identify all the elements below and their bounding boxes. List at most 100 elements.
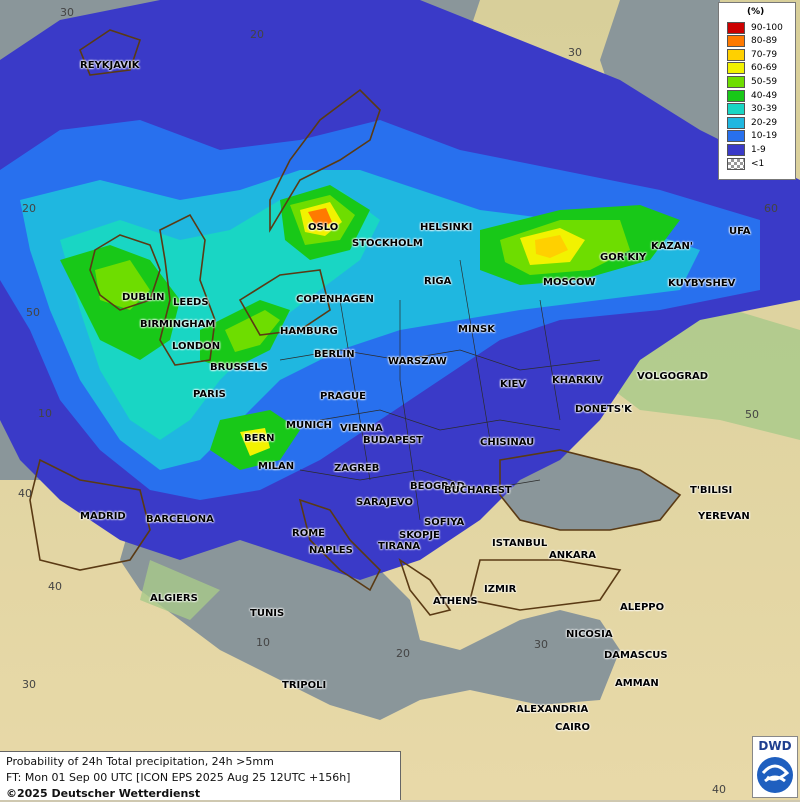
city-label: BERN: [244, 433, 275, 444]
legend-swatch: [727, 103, 745, 116]
legend-item: <1: [727, 157, 764, 170]
city-label: SARAJEVO: [356, 497, 413, 508]
legend-swatch: [727, 35, 745, 48]
grid-label: 40: [48, 580, 62, 593]
city-label: PRAGUE: [320, 391, 366, 402]
legend-item: 60-69: [727, 62, 777, 75]
city-label: ANKARA: [549, 550, 597, 561]
grid-label: 30: [568, 46, 582, 59]
city-label: ATHENS: [433, 596, 478, 607]
city-label: LONDON: [172, 341, 221, 352]
city-label: KAZAN': [651, 241, 693, 252]
grid-label: 20: [22, 202, 36, 215]
grid-label: 20: [250, 28, 264, 41]
city-label: AMMAN: [615, 678, 659, 689]
legend: (%) 90-100 80-89 70-79 60-69 50-59 40-49 30-39…: [718, 2, 796, 180]
city-label: MOSCOW: [543, 277, 596, 288]
city-label: MADRID: [80, 511, 126, 522]
city-label: RIGA: [424, 276, 452, 287]
legend-item: 50-59: [727, 75, 777, 88]
legend-swatch: [727, 62, 745, 75]
city-label: VIENNA: [340, 423, 383, 434]
legend-item: 40-49: [727, 89, 777, 102]
legend-swatch: [727, 89, 745, 102]
legend-label: 90-100: [751, 22, 783, 33]
legend-item: 10-19: [727, 130, 777, 143]
legend-label: 40-49: [751, 90, 778, 101]
legend-swatch: [727, 21, 745, 34]
city-label: WARSZAW: [388, 356, 447, 367]
city-label: DUBLIN: [122, 292, 165, 303]
city-label: ZAGREB: [334, 463, 380, 474]
city-label: BIRMINGHAM: [140, 319, 216, 330]
legend-swatch: [727, 143, 745, 156]
grid-label: 40: [712, 783, 726, 796]
city-label: NAPLES: [309, 545, 353, 556]
grid-label: 60: [764, 202, 778, 215]
legend-swatch: [727, 116, 745, 129]
city-label: BERLIN: [314, 349, 355, 360]
city-label: TIRANA: [378, 541, 421, 552]
city-label: ALEPPO: [620, 602, 665, 613]
city-label: HAMBURG: [280, 326, 338, 337]
info-box: Probability of 24h Total precipitation, …: [0, 751, 401, 800]
legend-item: 1-9: [727, 143, 766, 156]
city-label: REYKJAVIK: [80, 60, 140, 71]
grid-label: 50: [26, 306, 40, 319]
grid-label: 30: [60, 6, 74, 19]
legend-label: 20-29: [751, 117, 778, 128]
legend-label: 50-59: [751, 76, 778, 87]
city-label: IZMIR: [484, 584, 517, 595]
legend-swatch: [727, 130, 745, 143]
legend-label: 80-89: [751, 36, 778, 47]
city-label: MILAN: [258, 461, 295, 472]
city-label: BEOGRAD: [410, 481, 465, 492]
legend-label: 70-79: [751, 49, 778, 60]
city-label: BARCELONA: [146, 514, 214, 525]
legend-swatch: [727, 48, 745, 61]
product-title: Probability of 24h Total precipitation, …: [6, 755, 274, 768]
grid-label: 40: [18, 487, 32, 500]
dwd-logo: DWD: [752, 736, 798, 798]
copyright: ©2025 Deutscher Wetterdienst: [6, 787, 201, 800]
grid-label: 30: [22, 678, 36, 691]
forecast-time: FT: Mon 01 Sep 00 UTC [ICON EPS 2025 Aug…: [6, 771, 351, 784]
city-label: DONETS'K: [575, 404, 632, 415]
city-label: LEEDS: [173, 297, 209, 308]
city-label: ALGIERS: [150, 593, 198, 604]
legend-item: 90-100: [727, 21, 783, 34]
city-label: KUYBYSHEV: [668, 278, 736, 289]
city-label: HELSINKI: [420, 222, 473, 233]
city-label: YEREVAN: [698, 511, 750, 522]
city-label: BUDAPEST: [363, 435, 423, 446]
city-label: BRUSSELS: [210, 362, 268, 373]
grid-label: 20: [396, 647, 410, 660]
city-label: STOCKHOLM: [352, 238, 423, 249]
legend-label: 10-19: [751, 131, 778, 142]
legend-swatch: [727, 75, 745, 88]
city-label: GOR'KIY: [600, 252, 647, 263]
city-label: CHISINAU: [480, 437, 535, 448]
grid-label: 10: [38, 407, 52, 420]
city-label: DAMASCUS: [604, 650, 668, 661]
legend-label: 30-39: [751, 104, 778, 115]
city-label: ISTANBUL: [492, 538, 548, 549]
city-label: ROME: [292, 528, 325, 539]
legend-swatch: [727, 157, 745, 170]
legend-item: 80-89: [727, 35, 777, 48]
legend-unit: (%): [747, 7, 765, 17]
city-label: SOFIYA: [424, 517, 465, 528]
city-label: OSLO: [308, 222, 339, 233]
city-label: COPENHAGEN: [296, 294, 374, 305]
city-label: KHARKIV: [552, 375, 603, 386]
legend-label: <1: [751, 158, 765, 169]
city-label: ALEXANDRIA: [516, 704, 589, 715]
city-label: KIEV: [500, 379, 527, 390]
city-label: NICOSIA: [566, 629, 613, 640]
city-label: TUNIS: [250, 608, 285, 619]
grid-label: 30: [534, 638, 548, 651]
grid-label: 10: [256, 636, 270, 649]
dwd-logo-text: DWD: [758, 739, 792, 753]
